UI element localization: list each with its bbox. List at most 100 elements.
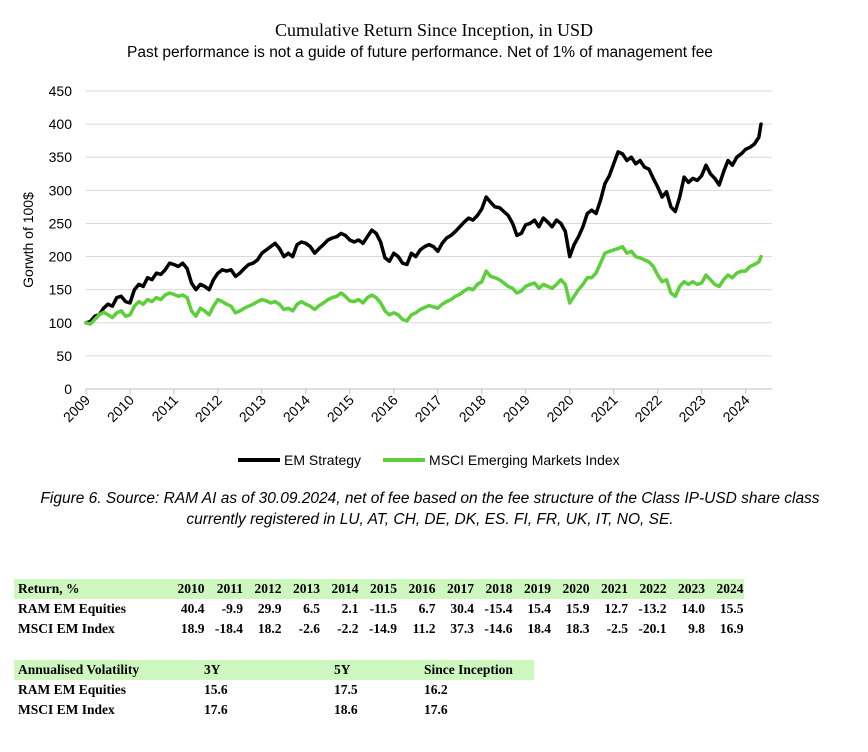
y-tick-label: 150 xyxy=(49,282,73,298)
table-row: MSCI EM Index 17.6 18.6 17.6 xyxy=(14,700,534,720)
return-value: 15.4 xyxy=(527,601,551,616)
year-header: 2024 xyxy=(705,579,744,599)
volatility-column-header: 3Y xyxy=(204,660,334,680)
return-value: 18.2 xyxy=(257,621,282,636)
return-value: 2.1 xyxy=(341,601,359,616)
y-tick-label: 350 xyxy=(49,149,73,165)
x-tick-label: 2016 xyxy=(368,392,401,425)
volatility-header-label: Annualised Volatility xyxy=(14,660,204,680)
x-tick-label: 2015 xyxy=(324,392,357,425)
x-tick-label: 2020 xyxy=(543,392,576,425)
y-tick-label: 450 xyxy=(49,83,73,99)
y-axis-label: Gorwth of 100$ xyxy=(20,192,36,288)
return-value: -2.2 xyxy=(337,621,359,636)
x-tick-label: 2018 xyxy=(456,392,489,425)
return-value: 15.5 xyxy=(719,601,744,616)
volatility-value: 15.6 xyxy=(204,682,228,697)
row-label: MSCI EM Index xyxy=(18,621,115,636)
row-label: MSCI EM Index xyxy=(18,702,115,717)
return-value: 18.3 xyxy=(565,621,590,636)
volatility-value: 16.2 xyxy=(424,682,448,697)
legend-label-index: MSCI Emerging Markets Index xyxy=(429,452,620,468)
x-tick-label: 2012 xyxy=(192,392,225,425)
y-tick-label: 50 xyxy=(56,348,72,364)
y-tick-label: 0 xyxy=(64,381,72,397)
return-value: 30.4 xyxy=(450,601,474,616)
year-header: 2021 xyxy=(589,579,628,599)
return-value: 18.4 xyxy=(527,621,551,636)
series-lines xyxy=(84,122,763,326)
return-value: 11.2 xyxy=(412,621,436,636)
gridlines xyxy=(86,90,772,357)
y-tick-label: 250 xyxy=(49,215,73,231)
year-header: 2023 xyxy=(666,579,705,599)
year-header: 2022 xyxy=(628,579,667,599)
series-line-msci-index xyxy=(84,244,763,326)
chart-subtitle: Past performance is not a guide of futur… xyxy=(127,44,713,61)
x-tick-label: 2019 xyxy=(500,392,533,425)
return-value: -14.6 xyxy=(484,621,513,636)
return-value: 9.8 xyxy=(688,621,705,636)
year-header: 2013 xyxy=(281,579,320,599)
x-axis: 2009 2010 2011 2012 2013 2014 2015 2016 2017 2018… xyxy=(60,388,772,425)
y-tick-label: 300 xyxy=(49,182,73,198)
series-line-em-strategy xyxy=(84,122,763,325)
y-tick-label: 200 xyxy=(49,249,73,265)
x-tick-label: 2022 xyxy=(631,392,664,425)
legend-item-strategy: EM Strategy xyxy=(238,452,361,468)
table-row: MSCI EM Index 18.9 -18.4 18.2 -2.6 -2.2 … xyxy=(14,619,744,639)
return-value: -2.6 xyxy=(298,621,320,636)
year-header: 2010 xyxy=(166,579,205,599)
return-value: 6.5 xyxy=(303,601,320,616)
volatility-value: 17.5 xyxy=(334,682,358,697)
legend-label-strategy: EM Strategy xyxy=(284,452,362,468)
x-tick-label: 2021 xyxy=(587,392,620,425)
x-tick-label: 2024 xyxy=(719,392,752,425)
return-value: 16.9 xyxy=(719,621,744,636)
row-label: RAM EM Equities xyxy=(18,682,126,697)
table-row: RAM EM Equities 15.6 17.5 16.2 xyxy=(14,680,534,700)
return-value: 29.9 xyxy=(257,601,282,616)
volatility-column-header: 5Y xyxy=(334,660,424,680)
volatility-column-header: Since Inception xyxy=(424,660,534,680)
x-tick-label: 2017 xyxy=(412,392,445,425)
volatility-header-row: Annualised Volatility 3Y 5Y Since Incept… xyxy=(14,660,534,680)
y-tick-label: 100 xyxy=(49,315,73,331)
volatility-value: 17.6 xyxy=(424,702,448,717)
year-header: 2020 xyxy=(551,579,590,599)
legend-swatch-strategy xyxy=(238,458,280,462)
volatility-value: 18.6 xyxy=(334,702,358,717)
year-header: 2016 xyxy=(397,579,436,599)
return-value: 37.3 xyxy=(450,621,474,636)
return-value: 15.9 xyxy=(565,601,590,616)
year-header: 2011 xyxy=(204,579,243,599)
x-tick-label: 2011 xyxy=(148,392,181,425)
return-value: -20.1 xyxy=(638,621,667,636)
return-value: 6.7 xyxy=(418,601,436,616)
volatility-value: 17.6 xyxy=(204,702,228,717)
volatility-table: Annualised Volatility 3Y 5Y Since Incept… xyxy=(14,660,534,720)
return-value: 14.0 xyxy=(681,601,705,616)
y-axis: 0 50 100 150 200 250 300 350 400 450 xyxy=(49,83,73,397)
x-tick-label: 2014 xyxy=(280,392,313,425)
return-value: -13.2 xyxy=(638,601,667,616)
year-header: 2019 xyxy=(512,579,551,599)
legend-swatch-index xyxy=(383,458,426,462)
return-value: -18.4 xyxy=(214,621,243,636)
year-header: 2014 xyxy=(320,579,359,599)
x-tick-label: 2010 xyxy=(104,392,137,425)
row-label: RAM EM Equities xyxy=(18,601,126,616)
returns-header-row: Return, % 2010 2011 2012 2013 2014 2015 … xyxy=(14,579,744,599)
return-value: -2.5 xyxy=(606,621,628,636)
year-header: 2018 xyxy=(474,579,513,599)
return-value: 12.7 xyxy=(604,601,628,616)
figure-caption: Figure 6. Source: RAM AI as of 30.09.202… xyxy=(40,490,820,528)
year-header: 2017 xyxy=(435,579,474,599)
x-tick-label: 2023 xyxy=(675,392,708,425)
year-header: 2015 xyxy=(358,579,397,599)
legend: EM Strategy MSCI Emerging Markets Index xyxy=(238,452,620,468)
x-tick-label: 2013 xyxy=(236,392,269,425)
chart-title: Cumulative Return Since Inception, in US… xyxy=(275,20,593,40)
return-value: 18.9 xyxy=(180,621,205,636)
